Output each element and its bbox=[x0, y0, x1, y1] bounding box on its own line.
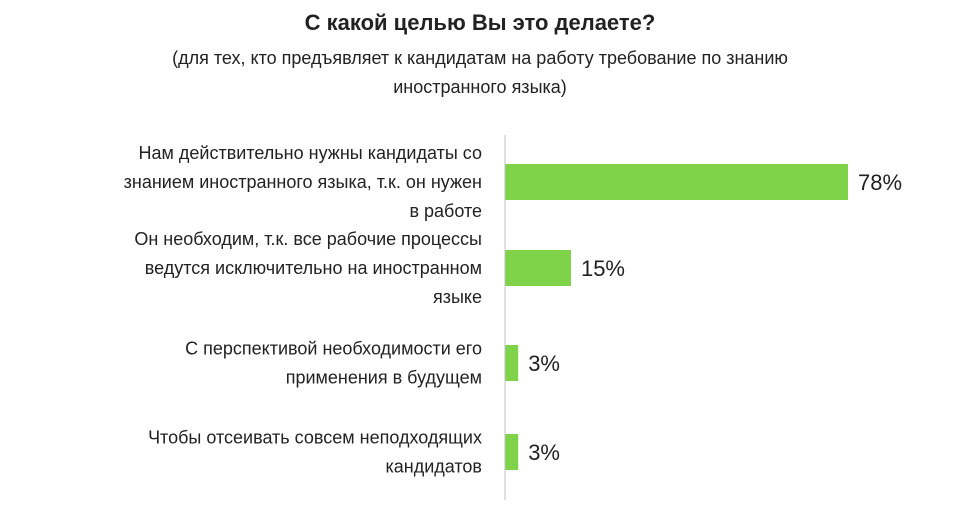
bar-0 bbox=[505, 164, 848, 200]
category-label-line: кандидатов bbox=[385, 457, 482, 477]
category-label-2: С перспективой необходимости его применен… bbox=[185, 339, 482, 388]
category-label-0: Нам действительно нужны кандидаты со знан… bbox=[124, 143, 482, 221]
category-label-line: Чтобы отсеивать совсем неподходящих bbox=[148, 428, 482, 448]
category-label-1: Он необходим, т.к. все рабочие процессы в… bbox=[134, 229, 482, 307]
bar-1 bbox=[505, 250, 571, 286]
chart-title: С какой целью Вы это делаете? bbox=[304, 10, 656, 35]
category-label-line: применения в будущем bbox=[286, 368, 482, 388]
category-label-line: ведутся исключительно на иностранном bbox=[145, 258, 482, 278]
category-label-line: языке bbox=[433, 287, 482, 307]
value-label-2: 3% bbox=[528, 351, 560, 376]
chart-subtitle: (для тех, кто предъявляет к кандидатам н… bbox=[172, 48, 788, 97]
value-label-1: 15% bbox=[581, 256, 625, 281]
category-label-3: Чтобы отсеивать совсем неподходящих канди… bbox=[148, 428, 482, 477]
value-label-0: 78% bbox=[858, 170, 902, 195]
bar-3 bbox=[505, 434, 519, 470]
bar-2 bbox=[505, 345, 519, 381]
category-label-line: знанием иностранного языка, т.к. он нуже… bbox=[124, 172, 482, 192]
category-label-line: С перспективой необходимости его bbox=[185, 339, 482, 359]
category-label-line: в работе bbox=[409, 201, 482, 221]
category-label-line: Он необходим, т.к. все рабочие процессы bbox=[134, 229, 482, 249]
category-label-line: Нам действительно нужны кандидаты со bbox=[139, 143, 482, 163]
value-label-3: 3% bbox=[528, 440, 560, 465]
